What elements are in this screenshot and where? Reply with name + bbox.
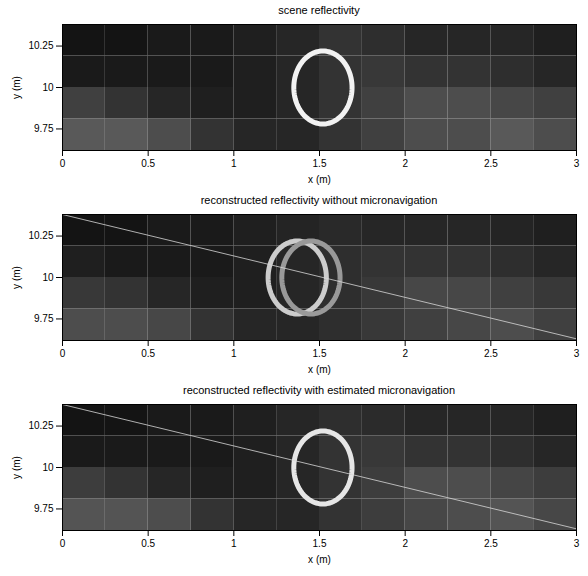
svg-text:1: 1	[231, 538, 237, 549]
svg-text:10: 10	[42, 82, 54, 93]
svg-text:1.5: 1.5	[313, 348, 327, 359]
svg-text:1: 1	[231, 158, 237, 169]
svg-text:1: 1	[231, 348, 237, 359]
svg-text:0: 0	[60, 158, 66, 169]
svg-text:10.25: 10.25	[28, 420, 53, 431]
svg-text:9.75: 9.75	[34, 123, 54, 134]
svg-text:2.5: 2.5	[484, 158, 498, 169]
svg-text:10: 10	[42, 272, 54, 283]
svg-text:0.5: 0.5	[141, 348, 155, 359]
html-text:reconstructed reflectivity wit: reconstructed reflectivity without micro…	[200, 194, 438, 206]
svg-text:10.25: 10.25	[28, 40, 53, 51]
svg-text:3: 3	[574, 538, 580, 549]
svg-text:1.5: 1.5	[313, 158, 327, 169]
svg-text:x (m): x (m)	[308, 174, 331, 185]
svg-text:3: 3	[574, 348, 580, 359]
html-text:scene reflectivity: scene reflectivity	[278, 4, 360, 16]
svg-text:3: 3	[574, 158, 580, 169]
svg-text:9.75: 9.75	[34, 313, 54, 324]
svg-text:10: 10	[42, 462, 54, 473]
svg-text:0.5: 0.5	[141, 538, 155, 549]
svg-text:x (m): x (m)	[308, 364, 331, 375]
html-text:reconstructed reflectivity wit: reconstructed reflectivity with estimate…	[183, 384, 455, 396]
svg-text:2: 2	[402, 158, 408, 169]
svg-text:2.5: 2.5	[484, 348, 498, 359]
svg-text:0: 0	[60, 538, 66, 549]
svg-text:y (m): y (m)	[11, 76, 22, 99]
svg-text:2.5: 2.5	[484, 538, 498, 549]
svg-text:1.5: 1.5	[313, 538, 327, 549]
svg-text:9.75: 9.75	[34, 503, 54, 514]
svg-text:0: 0	[60, 348, 66, 359]
svg-text:0.5: 0.5	[141, 158, 155, 169]
svg-text:10.25: 10.25	[28, 230, 53, 241]
svg-text:y (m): y (m)	[11, 266, 22, 289]
svg-text:2: 2	[402, 348, 408, 359]
svg-text:y (m): y (m)	[11, 456, 22, 479]
svg-text:x (m): x (m)	[308, 554, 331, 565]
svg-text:2: 2	[402, 538, 408, 549]
